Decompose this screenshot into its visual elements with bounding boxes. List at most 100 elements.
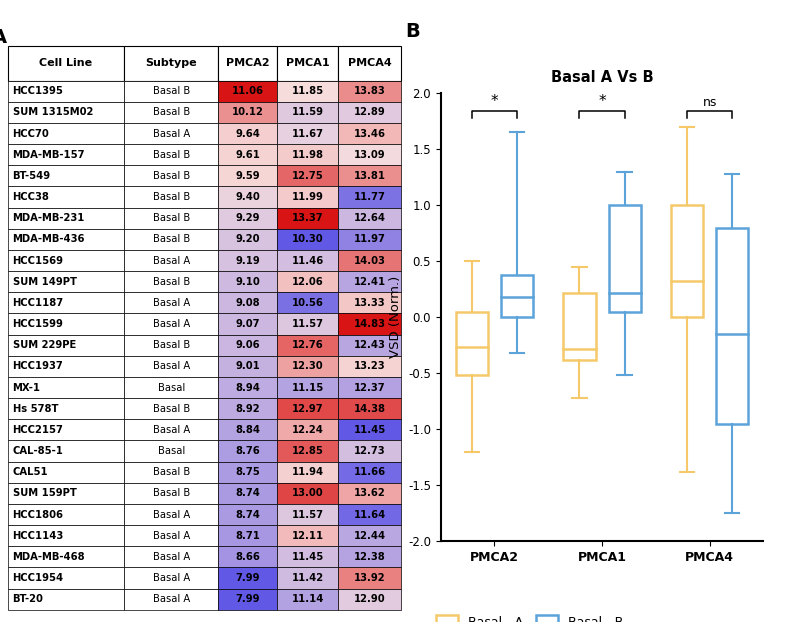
Text: HCC2157: HCC2157 [13,425,64,435]
Bar [8,187,124,208]
Bar [278,81,338,102]
Bar [278,165,338,187]
Text: 11.57: 11.57 [291,509,323,519]
Bar [124,483,218,504]
Text: 11.14: 11.14 [291,594,323,604]
Text: Basal B: Basal B [153,340,190,350]
Text: 12.44: 12.44 [353,531,386,541]
Text: Basal B: Basal B [153,467,190,477]
Bar [219,102,278,123]
Text: 12.85: 12.85 [291,446,323,456]
Text: 11.97: 11.97 [353,234,386,244]
Text: A: A [0,27,7,47]
Bar [338,271,401,292]
Text: 13.81: 13.81 [353,171,386,181]
Bar [278,271,338,292]
Text: Basal A: Basal A [153,594,190,604]
Bar [8,144,124,165]
Bar [219,208,278,229]
Text: Basal B: Basal B [153,234,190,244]
Bar [563,292,596,360]
Text: 10.56: 10.56 [291,298,323,308]
Bar [338,187,401,208]
Bar [8,81,124,102]
Bar [219,356,278,377]
Bar [8,440,124,462]
Text: 7.99: 7.99 [235,594,260,604]
Text: 7.99: 7.99 [235,573,260,583]
Bar [124,81,218,102]
Bar [124,546,218,567]
Bar [219,229,278,250]
Bar [338,335,401,356]
Text: Subtype: Subtype [146,58,197,68]
Bar [278,504,338,525]
Text: HCC38: HCC38 [13,192,50,202]
Bar [456,312,488,376]
Text: Basal A: Basal A [153,129,190,139]
Text: 13.92: 13.92 [353,573,386,583]
Text: 9.07: 9.07 [235,319,260,329]
Text: 12.97: 12.97 [292,404,323,414]
Text: 11.45: 11.45 [353,425,386,435]
Bar [219,462,278,483]
Bar [219,187,278,208]
Text: *: * [598,94,606,109]
Text: 11.42: 11.42 [291,573,323,583]
Bar [124,419,218,440]
Text: 13.46: 13.46 [353,129,386,139]
Text: 12.11: 12.11 [291,531,323,541]
Bar [278,208,338,229]
Text: 14.83: 14.83 [353,319,386,329]
Text: 8.94: 8.94 [235,383,260,392]
Bar [8,546,124,567]
Bar [278,377,338,398]
Bar [124,398,218,419]
Bar [278,525,338,546]
Text: 13.23: 13.23 [353,361,386,371]
Bar [8,102,124,123]
Bar [338,398,401,419]
Bar [8,250,124,271]
Text: HCC1395: HCC1395 [13,86,64,96]
Y-axis label: VSD (Norm.): VSD (Norm.) [390,276,402,358]
Bar [338,588,401,610]
Text: 13.33: 13.33 [353,298,386,308]
Bar [8,462,124,483]
Text: 8.92: 8.92 [235,404,260,414]
Text: HCC1954: HCC1954 [13,573,64,583]
Text: B: B [405,22,420,41]
Text: Cell Line: Cell Line [39,58,93,68]
Bar [124,462,218,483]
Bar [338,102,401,123]
Bar [278,462,338,483]
Title: Basal A Vs B: Basal A Vs B [551,70,653,85]
Bar [338,525,401,546]
Bar [278,187,338,208]
Text: Basal B: Basal B [153,488,190,498]
Text: 9.61: 9.61 [235,150,260,160]
Text: SUM 159PT: SUM 159PT [13,488,76,498]
Bar [338,144,401,165]
Bar [124,229,218,250]
Text: Basal A: Basal A [153,361,190,371]
Bar [8,45,124,81]
Bar [219,398,278,419]
Text: 11.15: 11.15 [291,383,323,392]
Text: Basal B: Basal B [153,150,190,160]
Text: Basal: Basal [157,383,185,392]
Bar [278,102,338,123]
Text: 12.24: 12.24 [291,425,323,435]
Text: 13.62: 13.62 [353,488,386,498]
Bar [278,419,338,440]
Text: 11.06: 11.06 [232,86,264,96]
Bar [278,483,338,504]
Bar [124,440,218,462]
Bar [124,45,218,81]
Bar [338,483,401,504]
Bar [8,229,124,250]
Text: 13.00: 13.00 [292,488,323,498]
Bar [8,123,124,144]
Bar [219,292,278,313]
Text: 11.77: 11.77 [353,192,386,202]
